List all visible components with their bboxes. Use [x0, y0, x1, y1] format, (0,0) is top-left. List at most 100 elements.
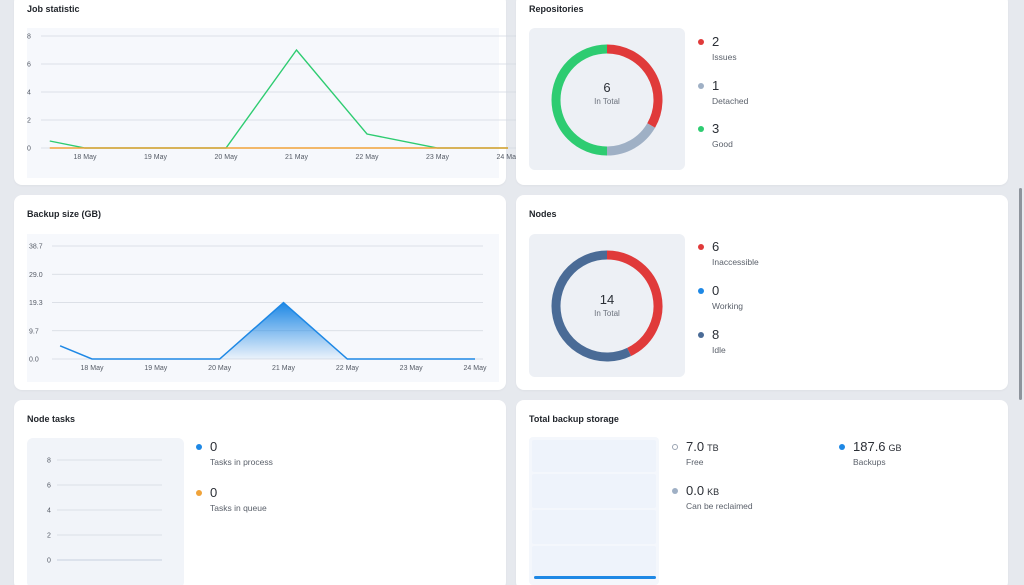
backups-unit: GB	[888, 443, 902, 453]
y-tick-label: 19.3	[29, 300, 43, 307]
tasks-y-tick-label: 2	[47, 533, 51, 540]
storage-segment	[532, 474, 656, 508]
reclaim-unit: KB	[707, 487, 720, 497]
nodes-donut: 14 In Total	[529, 234, 685, 377]
donut-slice-good	[551, 44, 608, 156]
donut-slice-issues	[606, 44, 663, 128]
backups-number: 187.6	[853, 439, 886, 454]
repositories-total-label: In Total	[594, 97, 620, 106]
repositories-card: Repositories 6 In Total 2 Issues 1 Detac…	[516, 0, 1008, 185]
donut-slice-idle	[551, 250, 632, 362]
issues-value: 2	[712, 34, 720, 49]
nodes-donut-svg	[551, 250, 663, 362]
inaccessible-dot	[698, 244, 704, 250]
working-value: 0	[712, 283, 720, 298]
nodes-total: 14 In Total	[567, 292, 647, 318]
x-tick-label: 19 May	[144, 154, 167, 161]
in-queue-label: Tasks in queue	[210, 503, 267, 513]
job-series-green-line	[49, 48, 508, 149]
backup-series-line	[59, 301, 475, 360]
good-dot	[698, 126, 704, 132]
y-tick-label: 2	[27, 118, 31, 125]
in-process-value: 0	[210, 439, 218, 454]
inaccessible-value: 6	[712, 239, 720, 254]
scrollbar-thumb[interactable]	[1019, 188, 1022, 400]
backup-area-fill	[219, 302, 348, 359]
storage-segment	[532, 546, 656, 576]
node-tasks-title: Node tasks	[27, 414, 76, 424]
page-scrollbar[interactable]	[1018, 0, 1024, 585]
storage-used-fill	[534, 576, 656, 579]
backup-size-chart: 38.7 29.0 19.3 9.7 0.0 18 May 19 May 20 May 21 M…	[27, 234, 499, 382]
backup-size-title: Backup size (GB)	[27, 209, 102, 219]
in-queue-dot	[196, 490, 202, 496]
repositories-title: Repositories	[529, 4, 584, 14]
y-tick-label: 0.0	[29, 357, 39, 364]
tasks-y-tick-label: 8	[47, 458, 51, 465]
inaccessible-label: Inaccessible	[712, 257, 759, 267]
reclaim-value: 0.0 KB	[686, 483, 719, 498]
nodes-card: Nodes 14 In Total 6 Inaccessible 0 Worki…	[516, 195, 1008, 390]
storage-segment	[532, 510, 656, 544]
x-tick-label: 22 May	[336, 365, 359, 372]
reclaim-number: 0.0	[686, 483, 705, 498]
idle-value: 8	[712, 327, 720, 342]
nodes-total-label: In Total	[594, 309, 620, 318]
repositories-donut-svg	[551, 44, 663, 156]
detached-dot	[698, 83, 704, 89]
x-tick-label: 21 May	[285, 154, 308, 161]
working-label: Working	[712, 301, 744, 311]
y-tick-label: 8	[27, 34, 31, 41]
free-label: Free	[686, 457, 704, 467]
job-statistic-svg: 8 6 4 2 0 18 May 19 May 20 May 21 May 22 May 23 Ma…	[27, 34, 520, 162]
job-statistic-title: Job statistic	[27, 4, 80, 14]
x-tick-label: 24 May	[464, 365, 487, 372]
storage-segment	[532, 440, 656, 472]
tasks-y-tick-label: 4	[47, 508, 51, 515]
y-tick-label: 29.0	[29, 272, 43, 279]
donut-slice-inaccessible	[606, 250, 663, 357]
good-value: 3	[712, 121, 720, 136]
y-tick-label: 6	[27, 62, 31, 69]
issues-dot	[698, 39, 704, 45]
y-tick-label: 9.7	[29, 328, 39, 335]
x-tick-label: 22 May	[356, 154, 379, 161]
free-number: 7.0	[686, 439, 705, 454]
free-dot	[672, 444, 678, 450]
issues-label: Issues	[712, 52, 737, 62]
x-tick-label: 20 May	[215, 154, 238, 161]
idle-label: Idle	[712, 345, 726, 355]
good-label: Good	[712, 139, 733, 149]
backups-label: Backups	[853, 457, 886, 467]
node-tasks-card: Node tasks 8 6 4 2 0 0 Tasks in process 0 Ta…	[14, 400, 506, 585]
x-tick-label: 24 May	[497, 154, 520, 161]
x-tick-label: 23 May	[400, 365, 423, 372]
repositories-total: 6 In Total	[567, 80, 647, 106]
detached-label: Detached	[712, 96, 749, 106]
x-tick-label: 19 May	[144, 365, 167, 372]
backups-dot	[839, 444, 845, 450]
backup-size-card: Backup size (GB) 38.7 29.0 19.3 9.7 0.0 18 Ma…	[14, 195, 506, 390]
repositories-donut: 6 In Total	[529, 28, 685, 170]
in-process-dot	[196, 444, 202, 450]
y-tick-label: 0	[27, 146, 31, 153]
job-statistic-card: Job statistic 8 6 4 2 0 18 May 19 May 20 May 21 …	[14, 0, 520, 185]
total-backup-storage-title: Total backup storage	[529, 414, 619, 424]
total-backup-storage-card: Total backup storage 7.0 TB Free 0.0 KB Ca…	[516, 400, 1008, 585]
idle-dot	[698, 332, 704, 338]
reclaim-dot	[672, 488, 678, 494]
reclaim-label: Can be reclaimed	[686, 501, 753, 511]
working-dot	[698, 288, 704, 294]
repositories-total-value: 6	[603, 80, 611, 95]
job-statistic-chart: 8 6 4 2 0 18 May 19 May 20 May 21 May 22 May 23 Ma…	[27, 28, 520, 178]
x-tick-label: 18 May	[74, 154, 97, 161]
tasks-y-tick-label: 6	[47, 483, 51, 490]
y-tick-label: 4	[27, 90, 31, 97]
x-tick-label: 20 May	[208, 365, 231, 372]
backups-value: 187.6 GB	[853, 439, 902, 454]
free-unit: TB	[707, 443, 719, 453]
in-process-label: Tasks in process	[210, 457, 273, 467]
in-queue-value: 0	[210, 485, 218, 500]
tasks-y-tick-label: 0	[47, 558, 51, 565]
x-tick-label: 21 May	[272, 365, 295, 372]
